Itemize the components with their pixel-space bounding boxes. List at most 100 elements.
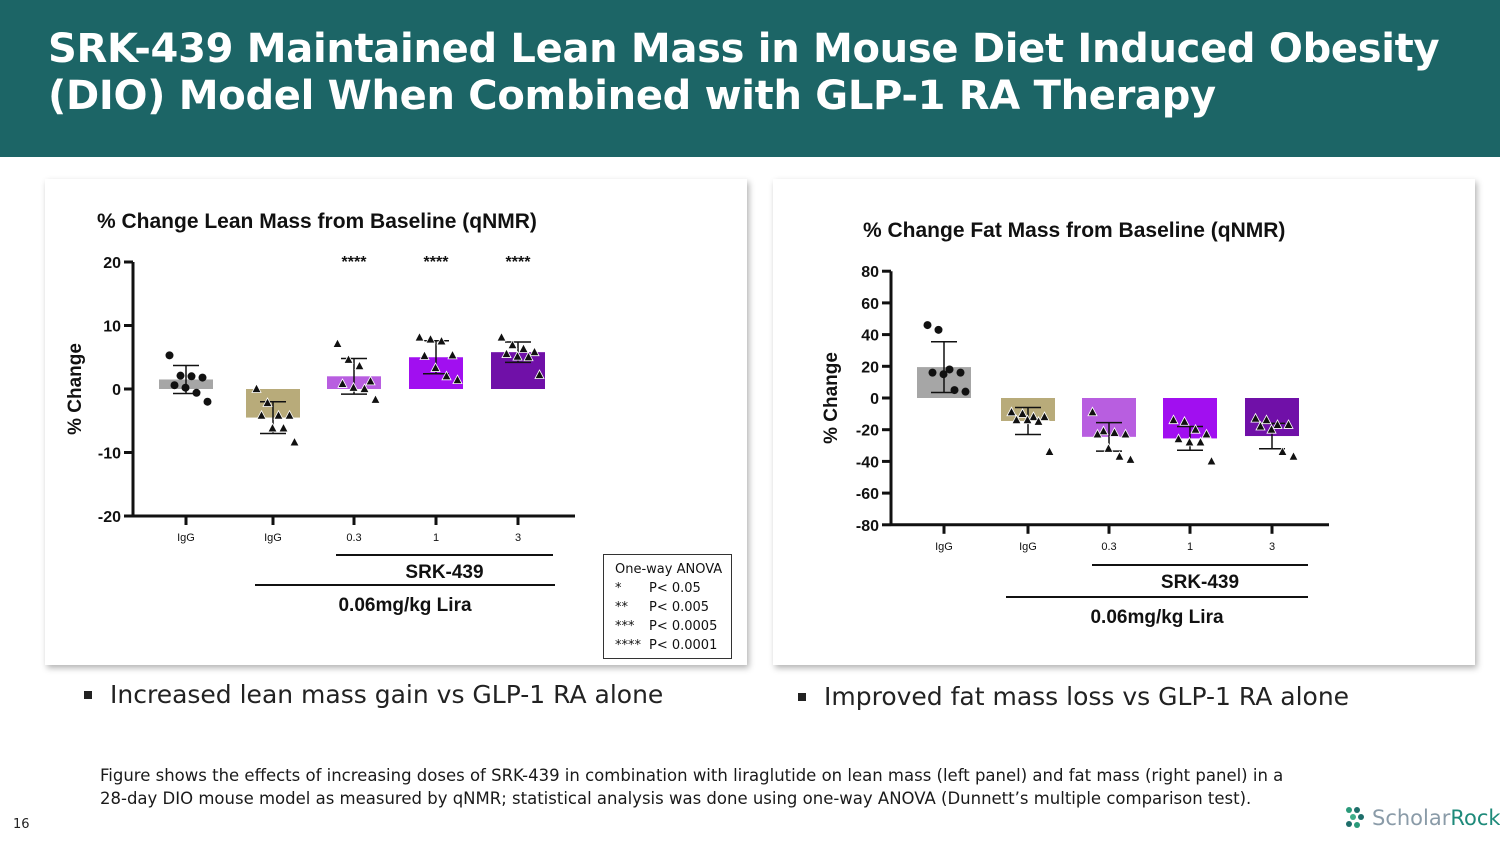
legend-stars: * [615, 581, 622, 596]
chart-title: % Change Fat Mass from Baseline (qNMR) [863, 219, 1285, 242]
significance-marker: **** [424, 254, 450, 271]
y-tick-label: 10 [103, 319, 121, 336]
anova-legend-row: *** P< 0.0005 [615, 617, 731, 636]
data-point [170, 381, 179, 390]
data-point [1092, 428, 1103, 439]
y-axis-label: % Change [65, 343, 86, 435]
data-point [289, 436, 300, 447]
data-point [939, 370, 948, 379]
legend-p-value: P< 0.005 [649, 600, 710, 615]
data-point [945, 365, 954, 374]
data-point [370, 393, 381, 404]
data-point [1261, 414, 1272, 425]
data-point [284, 409, 295, 420]
lean-mass-chart: % Change Lean Mass from Baseline (qNMR)%… [65, 210, 575, 616]
y-tick-label: 20 [103, 255, 121, 272]
data-point [273, 409, 284, 420]
y-tick-label: -80 [856, 518, 879, 535]
scholar-rock-logo-icon [1346, 807, 1364, 828]
data-point [267, 422, 278, 433]
lira-group-label: 0.06mg/kg Lira [338, 595, 471, 616]
x-tick-label: 1 [433, 532, 439, 544]
anova-legend-title: One-way ANOVA [615, 562, 723, 577]
legend-stars: ** [615, 600, 628, 615]
data-point [950, 386, 959, 395]
fat-mass-chart: % Change Fat Mass from Baseline (qNMR) % … [821, 219, 1329, 628]
data-point [1006, 406, 1017, 417]
data-point [1266, 423, 1277, 434]
data-point [1272, 419, 1283, 429]
data-point [251, 383, 262, 393]
bullet-square-icon [84, 690, 92, 699]
data-point [332, 338, 343, 348]
data-point [1190, 423, 1201, 434]
y-tick-label: -20 [856, 423, 879, 440]
srk-group-label: SRK-439 [1161, 572, 1239, 593]
data-point [278, 422, 289, 433]
data-point [1039, 411, 1050, 421]
data-point [419, 350, 430, 360]
data-point [430, 362, 441, 372]
data-point [452, 374, 463, 385]
anova-legend: One-way ANOVA * P< 0.05 ** P< 0.005 *** P< … [603, 554, 732, 659]
data-point [1011, 414, 1022, 425]
y-tick-label: 20 [861, 359, 879, 376]
anova-legend-row: **** P< 0.0001 [615, 636, 731, 655]
data-point [1044, 446, 1055, 456]
data-point [1098, 425, 1109, 436]
data-point [348, 381, 359, 392]
data-point [534, 369, 545, 379]
x-tick-label: IgG [177, 532, 195, 544]
chart-title: % Change Lean Mass from Baseline (qNMR) [97, 210, 537, 233]
y-tick-label: -60 [856, 486, 879, 503]
y-tick-label: 40 [861, 328, 879, 345]
data-point [203, 397, 212, 406]
data-point [501, 348, 512, 358]
data-point [262, 397, 273, 407]
data-point [1033, 415, 1044, 426]
data-point [934, 325, 943, 334]
data-point [923, 321, 932, 330]
data-point [414, 331, 425, 342]
y-tick-label: -20 [98, 509, 121, 526]
data-point [192, 388, 201, 397]
logo-word-rock: Rock [1450, 806, 1500, 830]
x-tick-label: IgG [264, 532, 282, 544]
x-tick-label: 0.3 [1101, 541, 1116, 553]
anova-legend-row: ** P< 0.005 [615, 598, 731, 617]
figure-caption: Figure shows the effects of increasing d… [100, 766, 1284, 808]
data-point [447, 349, 458, 360]
data-point [1195, 436, 1206, 447]
bullet-lean: Increased lean mass gain vs GLP-1 RA alo… [84, 680, 663, 709]
data-point [1022, 414, 1033, 425]
data-point [359, 383, 370, 393]
data-point [337, 378, 348, 388]
y-tick-label: -10 [98, 446, 121, 463]
legend-stars: **** [615, 638, 641, 653]
data-point [928, 368, 937, 377]
page-number: 16 [13, 817, 30, 832]
legend-p-value: P< 0.05 [649, 581, 701, 596]
data-point [1288, 450, 1299, 461]
data-point [1087, 406, 1098, 417]
x-tick-label: 3 [1269, 541, 1275, 553]
srk-group-label: SRK-439 [405, 562, 483, 583]
data-point [1283, 419, 1294, 429]
x-tick-label: IgG [1019, 541, 1037, 553]
company-logo: Scholar Rock [1344, 802, 1500, 834]
data-point [1179, 415, 1190, 426]
data-point [256, 409, 267, 420]
data-point [441, 370, 452, 381]
x-tick-label: 3 [515, 532, 521, 544]
data-point [1168, 414, 1179, 425]
data-point [1250, 412, 1261, 423]
data-point [354, 360, 365, 371]
data-point [187, 372, 196, 381]
lean-mass-chart-panel: % Change Lean Mass from Baseline (qNMR)%… [45, 179, 747, 665]
y-tick-label: -40 [856, 454, 879, 471]
lira-group-label: 0.06mg/kg Lira [1090, 607, 1223, 628]
data-point [512, 350, 523, 361]
data-point [1184, 436, 1195, 447]
data-point [956, 368, 965, 377]
data-point [523, 351, 534, 362]
